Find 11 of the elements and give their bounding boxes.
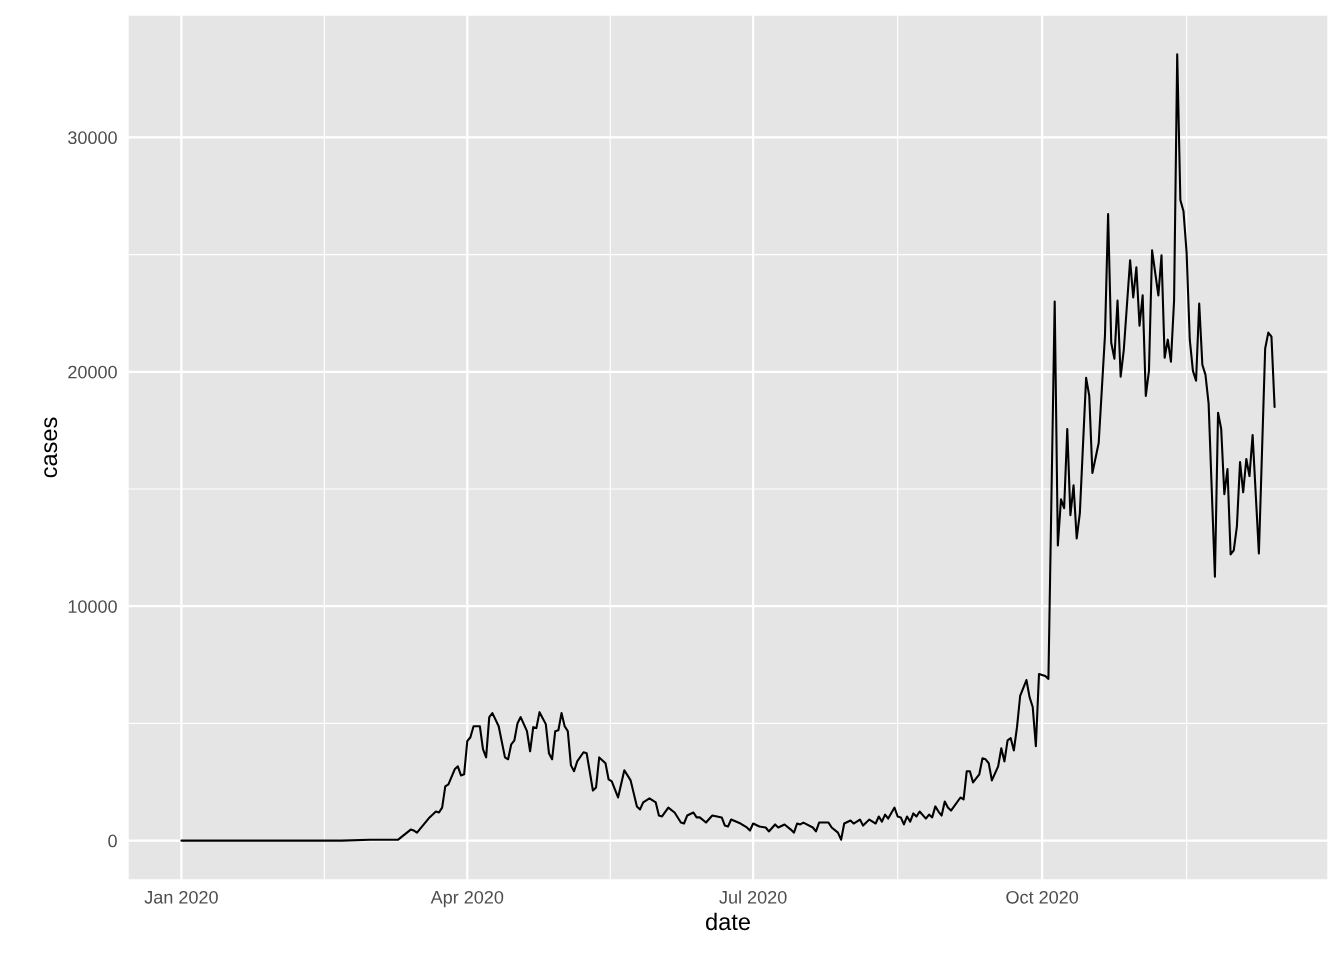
- x-tick-label: Jan 2020: [144, 890, 218, 904]
- y-tick-label: 20000: [68, 365, 117, 379]
- line-series: [180, 53, 1276, 842]
- x-axis-title: date: [706, 912, 750, 931]
- y-tick-label: 30000: [68, 131, 117, 145]
- x-tick-label: Apr 2020: [430, 890, 504, 908]
- y-tick-label: 10000: [68, 600, 117, 613]
- y-axis-title: cases: [44, 417, 58, 478]
- x-tick-label: Jul 2020: [719, 890, 787, 904]
- y-tick-label: 0: [108, 834, 117, 848]
- x-tick-label: Oct 2020: [1006, 890, 1079, 904]
